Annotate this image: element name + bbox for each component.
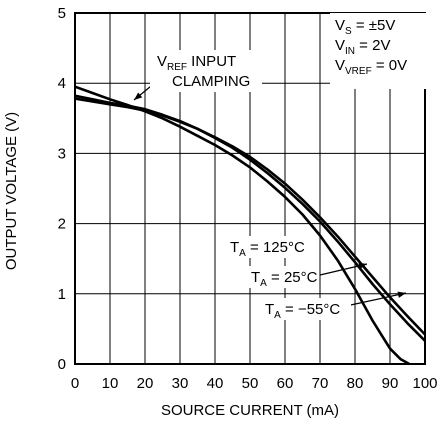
x-tick-label: 10 (102, 375, 119, 392)
clamping-annotation: VREF INPUT CLAMPING (150, 50, 262, 92)
series-labels: TA = 125°C TA = 25°C TA = −55°C (228, 236, 351, 321)
x-tick-label: 70 (312, 375, 329, 392)
x-tick-labels: 0 10 20 30 40 50 60 70 80 90 100 (71, 375, 438, 392)
x-tick-label: 100 (412, 375, 437, 392)
clamping-leader-arrow-head (134, 92, 143, 100)
clamping-label-line2: CLAMPING (172, 73, 250, 90)
y-tick-label: 5 (58, 5, 66, 22)
leader-minus55c-arrow (345, 292, 407, 307)
condition-vs: VS = ±5V (335, 17, 395, 37)
condition-vvref: VVREF = 0V (335, 57, 407, 77)
x-axis-label: SOURCE CURRENT (mA) (161, 402, 339, 419)
y-tick-label: 4 (58, 75, 66, 92)
y-tick-labels: 0 1 2 3 4 5 (58, 5, 66, 373)
clamping-label-line1: VREF INPUT (157, 53, 236, 73)
series-line-minus55c (74, 97, 426, 336)
series-line-25c (74, 94, 426, 342)
x-tick-label: 80 (347, 375, 364, 392)
series-label-125c: TA = 125°C (230, 239, 305, 259)
x-tick-label: 50 (242, 375, 259, 392)
series-label-25c: TA = 25°C (251, 269, 318, 289)
y-tick-label: 0 (58, 356, 66, 373)
y-tick-label: 1 (58, 286, 66, 303)
series-label-minus55c: TA = −55°C (265, 301, 340, 321)
plot-frame (74, 12, 426, 365)
conditions-legend: VS = ±5V VIN = 2V VVREF = 0V (330, 13, 426, 89)
x-tick-label: 90 (382, 375, 399, 392)
y-axis-label: OUTPUT VOLTAGE (V) (3, 112, 20, 270)
condition-vin: VIN = 2V (335, 37, 390, 57)
leader-25c-arrow (319, 263, 368, 276)
x-tick-label: 20 (137, 375, 154, 392)
series-line-125c (74, 85, 410, 366)
x-tick-label: 30 (172, 375, 189, 392)
x-tick-label: 60 (277, 375, 294, 392)
series-lines (74, 85, 426, 366)
y-tick-label: 3 (58, 145, 66, 162)
y-tick-label: 2 (58, 216, 66, 233)
leader-minus55c-arrow-head (397, 291, 406, 298)
x-tick-label: 40 (207, 375, 224, 392)
leader-25c-arrow-head (358, 262, 367, 269)
x-tick-label: 0 (71, 375, 79, 392)
